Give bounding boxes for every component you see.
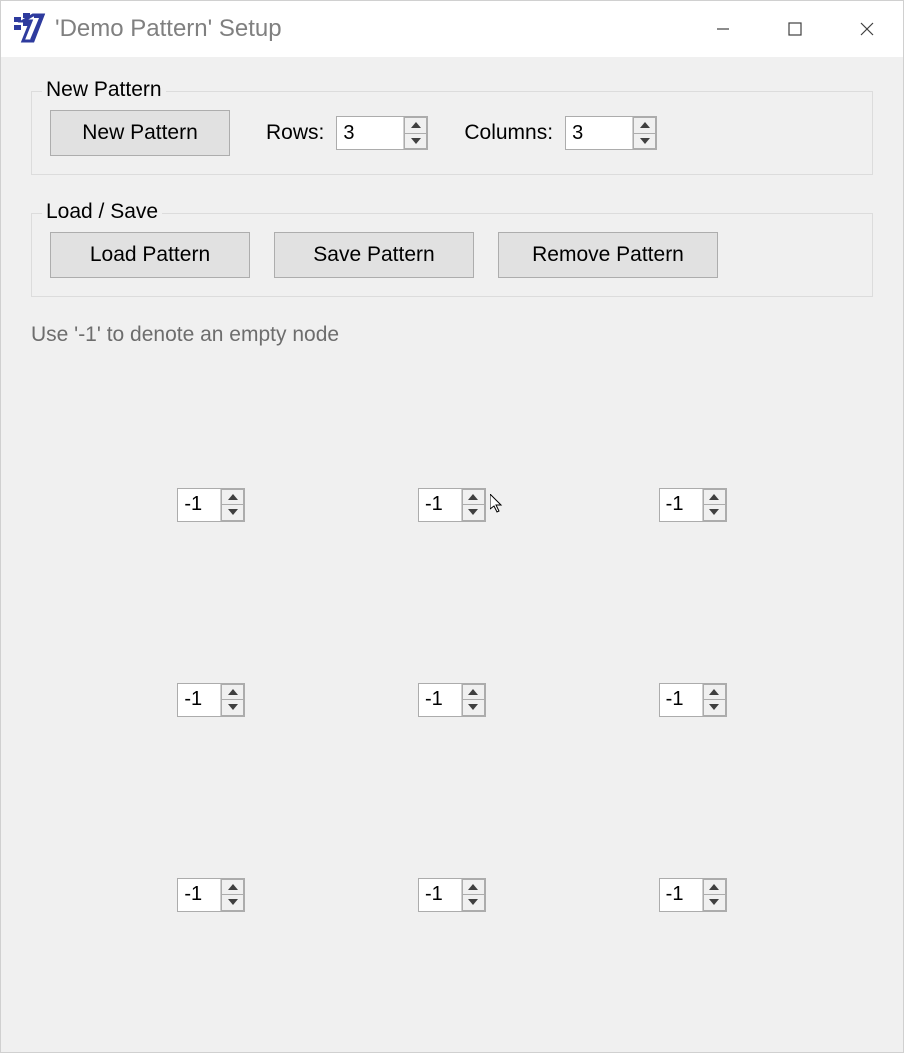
- node-spin-down[interactable]: [462, 504, 485, 521]
- node-spin-up[interactable]: [221, 879, 244, 895]
- node-input[interactable]: [660, 684, 702, 716]
- window-title: 'Demo Pattern' Setup: [55, 15, 687, 43]
- grid-cell: [332, 407, 573, 602]
- new-pattern-row: New Pattern Rows: Columns:: [50, 110, 854, 156]
- rows-spin-down[interactable]: [404, 133, 427, 150]
- app-icon: [11, 11, 47, 47]
- rows-input[interactable]: [337, 117, 403, 149]
- node-spinner[interactable]: [418, 488, 486, 522]
- node-spin-down[interactable]: [462, 894, 485, 911]
- node-spin-down[interactable]: [221, 699, 244, 716]
- columns-spinner[interactable]: [565, 116, 657, 150]
- node-spin-up[interactable]: [462, 489, 485, 505]
- window-controls: [687, 1, 903, 57]
- hint-text: Use '-1' to denote an empty node: [31, 323, 873, 347]
- node-spinner[interactable]: [418, 683, 486, 717]
- load-pattern-button[interactable]: Load Pattern: [50, 232, 250, 278]
- grid-cell: [572, 797, 813, 992]
- load-save-group: Load / Save Load Pattern Save Pattern Re…: [31, 213, 873, 297]
- new-pattern-group: New Pattern New Pattern Rows: Columns:: [31, 91, 873, 175]
- remove-pattern-button[interactable]: Remove Pattern: [498, 232, 718, 278]
- rows-spin-up[interactable]: [404, 117, 427, 133]
- node-input[interactable]: [419, 684, 461, 716]
- save-pattern-button[interactable]: Save Pattern: [274, 232, 474, 278]
- grid-cell: [332, 602, 573, 797]
- node-spin-up[interactable]: [703, 879, 726, 895]
- node-spin-up[interactable]: [703, 684, 726, 700]
- node-input[interactable]: [178, 489, 220, 521]
- node-spinner[interactable]: [177, 683, 245, 717]
- grid-cell: [572, 602, 813, 797]
- node-spin-up[interactable]: [462, 684, 485, 700]
- node-spin-up[interactable]: [703, 489, 726, 505]
- node-input[interactable]: [660, 489, 702, 521]
- node-input[interactable]: [178, 879, 220, 911]
- node-input[interactable]: [419, 489, 461, 521]
- node-spin-up[interactable]: [221, 489, 244, 505]
- node-spin-down[interactable]: [221, 894, 244, 911]
- columns-spin-up[interactable]: [633, 117, 656, 133]
- node-spin-down[interactable]: [462, 699, 485, 716]
- node-input[interactable]: [660, 879, 702, 911]
- node-spinner[interactable]: [177, 488, 245, 522]
- grid-cell: [572, 407, 813, 602]
- new-pattern-button[interactable]: New Pattern: [50, 110, 230, 156]
- minimize-button[interactable]: [687, 1, 759, 57]
- columns-spin-down[interactable]: [633, 133, 656, 150]
- grid-cell: [91, 602, 332, 797]
- node-spin-down[interactable]: [221, 504, 244, 521]
- pattern-grid: [31, 347, 873, 1032]
- node-spinner[interactable]: [177, 878, 245, 912]
- grid-cell: [91, 797, 332, 992]
- grid-cell: [91, 407, 332, 602]
- rows-label: Rows:: [266, 121, 324, 145]
- node-spin-up[interactable]: [221, 684, 244, 700]
- columns-input[interactable]: [566, 117, 632, 149]
- columns-label: Columns:: [464, 121, 553, 145]
- node-spinner[interactable]: [418, 878, 486, 912]
- node-input[interactable]: [419, 879, 461, 911]
- node-input[interactable]: [178, 684, 220, 716]
- maximize-button[interactable]: [759, 1, 831, 57]
- app-window: 'Demo Pattern' Setup New Pattern New Pat…: [0, 0, 904, 1053]
- load-save-row: Load Pattern Save Pattern Remove Pattern: [50, 232, 854, 278]
- grid-cell: [332, 797, 573, 992]
- node-spinner[interactable]: [659, 878, 727, 912]
- load-save-group-title: Load / Save: [42, 200, 162, 224]
- node-spin-down[interactable]: [703, 699, 726, 716]
- rows-spinner[interactable]: [336, 116, 428, 150]
- new-pattern-group-title: New Pattern: [42, 78, 166, 102]
- content-area: New Pattern New Pattern Rows: Columns:: [1, 57, 903, 1052]
- node-spin-up[interactable]: [462, 879, 485, 895]
- titlebar: 'Demo Pattern' Setup: [1, 1, 903, 57]
- node-spinner[interactable]: [659, 488, 727, 522]
- node-spin-down[interactable]: [703, 504, 726, 521]
- close-button[interactable]: [831, 1, 903, 57]
- node-spinner[interactable]: [659, 683, 727, 717]
- node-spin-down[interactable]: [703, 894, 726, 911]
